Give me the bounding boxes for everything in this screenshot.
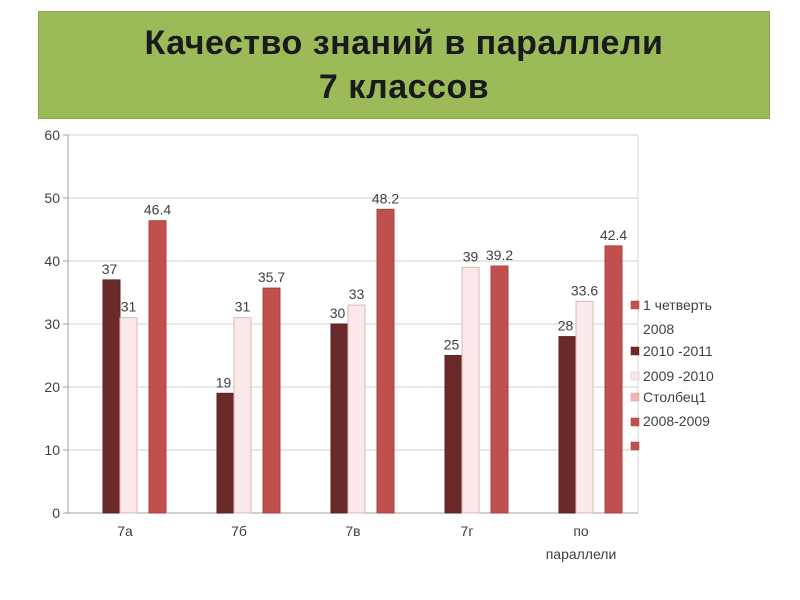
data-label: 42.4 <box>600 227 627 243</box>
legend-marker <box>630 346 640 356</box>
bar-s2-3 <box>461 266 480 514</box>
legend-label: 2009 -2010 <box>643 368 714 384</box>
x-tick-label: 7г <box>461 523 474 539</box>
data-label: 37 <box>102 261 118 277</box>
y-tick-label: 30 <box>44 316 60 332</box>
x-tick-label: 7в <box>345 523 360 539</box>
legend-label: 2008-2009 <box>643 413 710 429</box>
bar-s1-1 <box>216 392 235 514</box>
data-label: 33 <box>349 286 365 302</box>
bar-s3-1 <box>262 287 281 514</box>
legend-label: 2008 <box>643 321 674 337</box>
bar-s3-3 <box>490 265 509 514</box>
legend-marker <box>630 371 640 381</box>
bar-s2-0 <box>119 317 138 514</box>
title-banner: Качество знаний в параллели 7 классов <box>38 11 770 119</box>
data-label: 46.4 <box>144 202 171 218</box>
y-tick-label: 0 <box>52 505 60 521</box>
data-label: 33.6 <box>571 282 598 298</box>
y-tick-label: 60 <box>44 127 60 143</box>
legend-marker <box>630 441 640 451</box>
y-tick-label: 50 <box>44 190 60 206</box>
data-label: 48.2 <box>372 190 399 206</box>
legend-marker <box>630 392 640 402</box>
x-tick-label: параллели <box>546 546 617 562</box>
data-label: 35.7 <box>258 269 285 285</box>
data-label: 39 <box>463 248 479 264</box>
bar-s3-0 <box>148 220 167 514</box>
data-label: 28 <box>558 318 574 334</box>
bar-s3-4 <box>604 245 623 514</box>
legend-label: 2010 -2011 <box>643 343 713 359</box>
chart-title-line2: 7 классов <box>318 68 490 106</box>
bar-s1-3 <box>444 355 463 514</box>
data-label: 19 <box>216 374 232 390</box>
y-tick-label: 10 <box>44 442 60 458</box>
data-label: 31 <box>121 299 137 315</box>
legend-label: 1 четверть <box>643 297 712 313</box>
data-label: 30 <box>330 305 346 321</box>
bar-s2-4 <box>575 300 594 514</box>
y-tick-label: 40 <box>44 253 60 269</box>
data-label: 31 <box>235 299 251 315</box>
data-label: 39.2 <box>486 247 513 263</box>
x-tick-label: по <box>573 523 589 539</box>
legend-label: Столбец1 <box>643 389 707 405</box>
data-label: 25 <box>444 337 460 353</box>
bar-s2-2 <box>347 304 366 514</box>
y-tick-label: 20 <box>44 379 60 395</box>
x-tick-label: 7а <box>117 523 133 539</box>
legend-marker <box>630 300 640 310</box>
bar-s3-2 <box>376 208 395 514</box>
bar-s1-4 <box>558 336 577 514</box>
x-tick-label: 7б <box>231 523 247 539</box>
chart-title-line1: Качество знаний в параллели <box>144 24 664 62</box>
bar-s1-0 <box>102 279 121 514</box>
legend-marker <box>630 417 640 427</box>
bar-s2-1 <box>233 317 252 514</box>
bar-s1-2 <box>330 323 349 514</box>
